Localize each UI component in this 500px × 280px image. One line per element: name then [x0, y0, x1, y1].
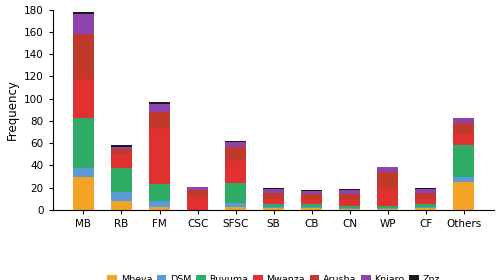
- Bar: [302, 199, 322, 204]
- Bar: [263, 207, 284, 208]
- Bar: [263, 208, 284, 210]
- Bar: [73, 14, 94, 34]
- Bar: [225, 141, 246, 142]
- Bar: [454, 182, 474, 210]
- Bar: [378, 206, 398, 208]
- Bar: [378, 189, 398, 206]
- Bar: [111, 149, 132, 154]
- Bar: [302, 194, 322, 199]
- Bar: [416, 189, 436, 193]
- Bar: [73, 118, 94, 168]
- Bar: [454, 134, 474, 145]
- Bar: [302, 204, 322, 207]
- Bar: [263, 199, 284, 204]
- Bar: [225, 203, 246, 207]
- Bar: [340, 206, 360, 208]
- Bar: [340, 189, 360, 190]
- Bar: [302, 191, 322, 194]
- Bar: [263, 189, 284, 193]
- Bar: [111, 168, 132, 192]
- Bar: [263, 193, 284, 199]
- Bar: [149, 207, 170, 210]
- Bar: [416, 204, 436, 207]
- Bar: [302, 207, 322, 208]
- Bar: [73, 168, 94, 177]
- Bar: [225, 161, 246, 183]
- Bar: [340, 190, 360, 194]
- Bar: [73, 34, 94, 79]
- Bar: [225, 207, 246, 210]
- Bar: [263, 204, 284, 207]
- Bar: [149, 102, 170, 104]
- Bar: [416, 207, 436, 208]
- Bar: [302, 208, 322, 210]
- Y-axis label: Frequency: Frequency: [6, 79, 18, 140]
- Bar: [111, 146, 132, 149]
- Bar: [454, 123, 474, 134]
- Bar: [73, 79, 94, 118]
- Bar: [73, 12, 94, 14]
- Bar: [263, 188, 284, 189]
- Bar: [416, 208, 436, 210]
- Bar: [149, 185, 170, 201]
- Bar: [340, 208, 360, 209]
- Bar: [416, 199, 436, 204]
- Bar: [149, 129, 170, 185]
- Bar: [149, 104, 170, 112]
- Bar: [111, 145, 132, 146]
- Bar: [340, 194, 360, 200]
- Bar: [111, 201, 132, 210]
- Bar: [73, 177, 94, 210]
- Bar: [225, 142, 246, 146]
- Bar: [302, 190, 322, 191]
- Bar: [111, 192, 132, 201]
- Bar: [340, 209, 360, 210]
- Bar: [378, 208, 398, 209]
- Bar: [111, 154, 132, 168]
- Bar: [149, 112, 170, 129]
- Bar: [149, 201, 170, 207]
- Bar: [187, 197, 208, 210]
- Bar: [187, 190, 208, 197]
- Bar: [416, 193, 436, 199]
- Bar: [416, 188, 436, 189]
- Bar: [340, 200, 360, 206]
- Bar: [225, 146, 246, 161]
- Bar: [378, 209, 398, 210]
- Bar: [225, 183, 246, 203]
- Bar: [187, 186, 208, 190]
- Bar: [454, 145, 474, 177]
- Bar: [378, 172, 398, 189]
- Bar: [454, 118, 474, 123]
- Bar: [378, 167, 398, 172]
- Bar: [454, 177, 474, 182]
- Legend: Mbeya, DSM, Ruvuma, Mwanza, Arusha, Knjaro, Znz: Mbeya, DSM, Ruvuma, Mwanza, Arusha, Knja…: [104, 271, 444, 280]
